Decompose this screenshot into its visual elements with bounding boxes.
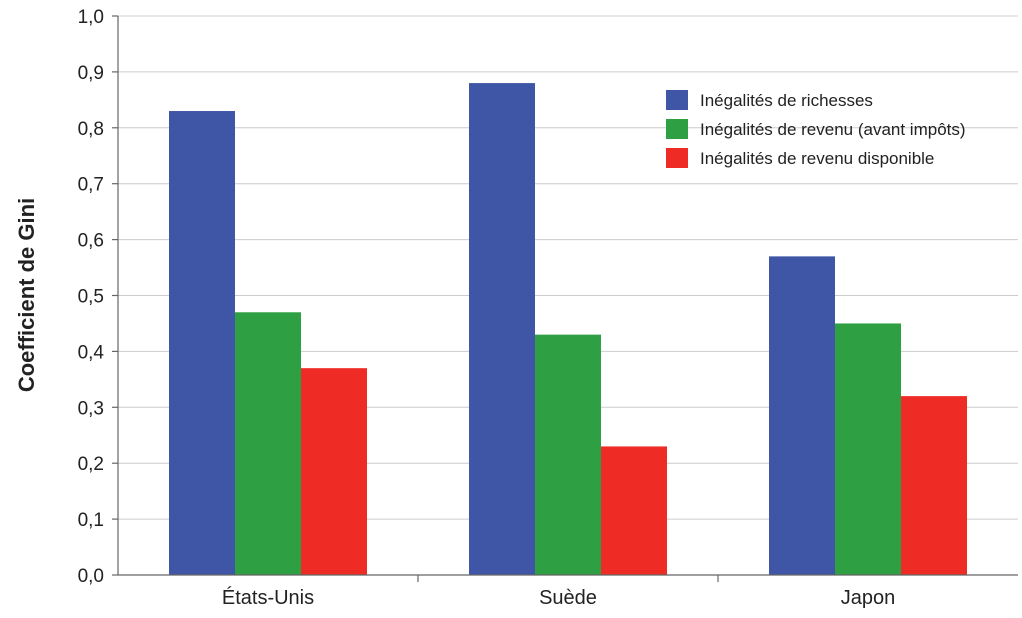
y-tick-label: 0,0 (78, 566, 104, 587)
x-category-label: Suède (539, 587, 597, 609)
y-tick-label: 0,3 (78, 398, 104, 419)
y-tick-labels: 0,0 0,1 0,2 0,3 0,4 0,5 0,6 0,7 0,8 0,9 1,0 (78, 7, 105, 587)
x-category-label: Japon (841, 587, 896, 609)
legend-swatch (666, 90, 688, 110)
y-tick-label: 0,4 (78, 342, 105, 363)
y-tick-label: 0,6 (78, 231, 104, 252)
bar (769, 256, 835, 575)
y-tick-label: 0,5 (78, 287, 104, 308)
bar (235, 312, 301, 575)
legend-entry: Inégalités de revenu disponible (700, 149, 934, 168)
y-tick-label: 0,2 (78, 454, 104, 475)
y-tick-label: 0,1 (78, 510, 104, 531)
x-category-label: États-Unis (222, 586, 314, 609)
bars-layer (169, 83, 967, 575)
legend-entry: Inégalités de revenu (avant impôts) (700, 120, 966, 139)
x-category-labels: États-Unis Suède Japon (222, 586, 895, 609)
bar (169, 111, 235, 575)
legend-swatch (666, 148, 688, 168)
bar (835, 323, 901, 575)
y-tick-label: 0,9 (78, 63, 104, 84)
bar (535, 334, 601, 575)
bar (601, 446, 667, 575)
bar (469, 83, 535, 575)
legend-swatch (666, 119, 688, 139)
legend: Inégalités de richesses Inégalités de rev… (666, 90, 966, 168)
bar (901, 396, 967, 575)
y-tick-label: 1,0 (78, 7, 104, 28)
y-tick-label: 0,7 (78, 175, 104, 196)
y-tick-label: 0,8 (78, 119, 104, 140)
axis-layer (117, 16, 1018, 582)
bar (301, 368, 367, 575)
legend-entry: Inégalités de richesses (700, 91, 873, 110)
y-axis-label: Coefficient de Gini (14, 198, 39, 392)
